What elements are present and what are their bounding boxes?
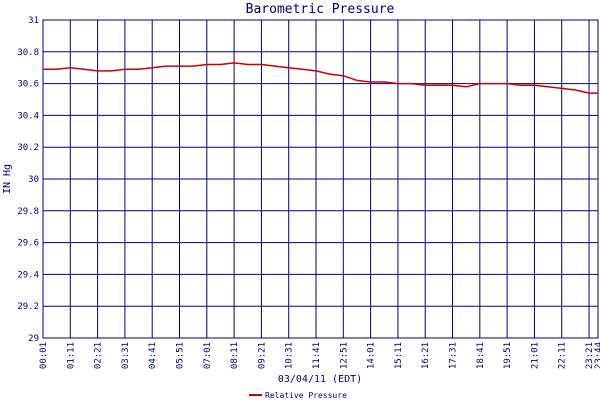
data-point <box>247 63 249 66</box>
data-point <box>69 67 71 69</box>
data-point <box>206 63 208 66</box>
data-point <box>329 73 331 75</box>
x-tick-label: 16:21 <box>421 342 431 369</box>
x-tick-label: 08:11 <box>230 342 240 369</box>
y-tick-label: 30.8 <box>17 48 39 58</box>
y-tick-label: 29.4 <box>17 270 39 280</box>
x-axis-label: 03/04/11 (EDT) <box>278 374 362 385</box>
y-tick-label: 29.2 <box>17 302 39 312</box>
x-tick-label: 05:51 <box>176 342 186 369</box>
data-point <box>315 70 317 72</box>
data-point <box>97 70 99 72</box>
data-point <box>42 68 44 70</box>
data-point <box>165 65 167 67</box>
data-point <box>219 63 222 66</box>
y-axis-label: IN Hg <box>2 164 13 194</box>
data-point <box>597 92 599 94</box>
x-tick-label: 15:11 <box>394 342 404 369</box>
legend: Relative Pressure <box>249 391 347 400</box>
data-point <box>479 83 481 85</box>
y-tick-label: 31 <box>28 16 39 26</box>
data-point <box>520 84 522 86</box>
data-point <box>370 81 372 83</box>
x-tick-label: 21:01 <box>530 342 540 369</box>
x-tick-label: 14:01 <box>367 342 377 369</box>
data-point <box>233 62 235 64</box>
y-tick-label: 30.4 <box>17 111 39 121</box>
data-point <box>561 87 563 89</box>
x-tick-label: 23:21 <box>585 342 595 369</box>
data-point <box>533 84 536 86</box>
y-tick-label: 29 <box>28 334 39 344</box>
x-tick-label: 11:41 <box>312 342 322 369</box>
data-point <box>274 65 276 67</box>
data-point <box>138 68 140 70</box>
data-point <box>124 68 126 70</box>
data-point <box>547 86 549 88</box>
x-tick-label: 23:44 <box>594 342 600 369</box>
data-point <box>342 75 344 77</box>
x-tick-label: 01:11 <box>66 342 76 369</box>
data-point <box>506 83 508 85</box>
data-point <box>492 83 495 85</box>
x-tick-label: 07:01 <box>203 342 213 369</box>
x-tick-label: 00:01 <box>39 342 49 369</box>
y-tick-label: 30.2 <box>17 143 39 153</box>
data-point <box>588 92 590 94</box>
x-tick-label: 12:51 <box>339 342 349 369</box>
data-point <box>574 89 577 91</box>
data-point <box>178 65 181 67</box>
plot-frame <box>42 19 599 339</box>
x-tick-label: 19:51 <box>503 342 513 369</box>
y-tick-label: 30.6 <box>17 80 39 90</box>
data-point <box>301 68 303 70</box>
y-tick-label: 29.8 <box>17 207 39 217</box>
chart-title: Barometric Pressure <box>246 2 395 17</box>
x-tick-label: 04:41 <box>148 342 158 369</box>
data-point <box>424 84 426 86</box>
data-point <box>56 68 58 70</box>
data-point <box>288 67 290 69</box>
y-tick-label: 30 <box>28 175 39 185</box>
x-tick-labels: 00:01 01:11 02:21 03:31 04:41 05:51 07:01 08:11… <box>39 342 600 369</box>
x-tick-label: 03:31 <box>121 342 131 369</box>
data-point <box>356 79 358 81</box>
data-point <box>451 84 454 86</box>
data-point <box>465 86 467 88</box>
y-tick-labels: 29 29.2 29.4 29.6 29.8 30 30.2 30.4 30.6 30.8 31 <box>17 16 39 344</box>
legend-label: Relative Pressure <box>265 391 347 400</box>
data-point <box>411 83 413 85</box>
x-tick-label: 22:11 <box>558 342 568 369</box>
data-point <box>383 81 385 83</box>
x-tick-label: 09:21 <box>257 342 267 369</box>
data-point <box>110 70 112 72</box>
x-tick-label: 02:21 <box>94 342 104 369</box>
data-point <box>192 65 194 67</box>
x-tick-label: 10:31 <box>285 342 295 369</box>
grid <box>42 19 599 339</box>
data-point <box>397 83 399 85</box>
x-tick-label: 17:31 <box>449 342 459 369</box>
data-point <box>438 84 440 86</box>
data-point <box>151 67 153 69</box>
series-line-relative-pressure <box>43 62 598 94</box>
y-tick-label: 29.6 <box>17 239 39 249</box>
data-point <box>83 68 85 70</box>
data-point <box>260 63 262 66</box>
series-group <box>42 62 599 94</box>
x-tick-label: 18:41 <box>476 342 486 369</box>
